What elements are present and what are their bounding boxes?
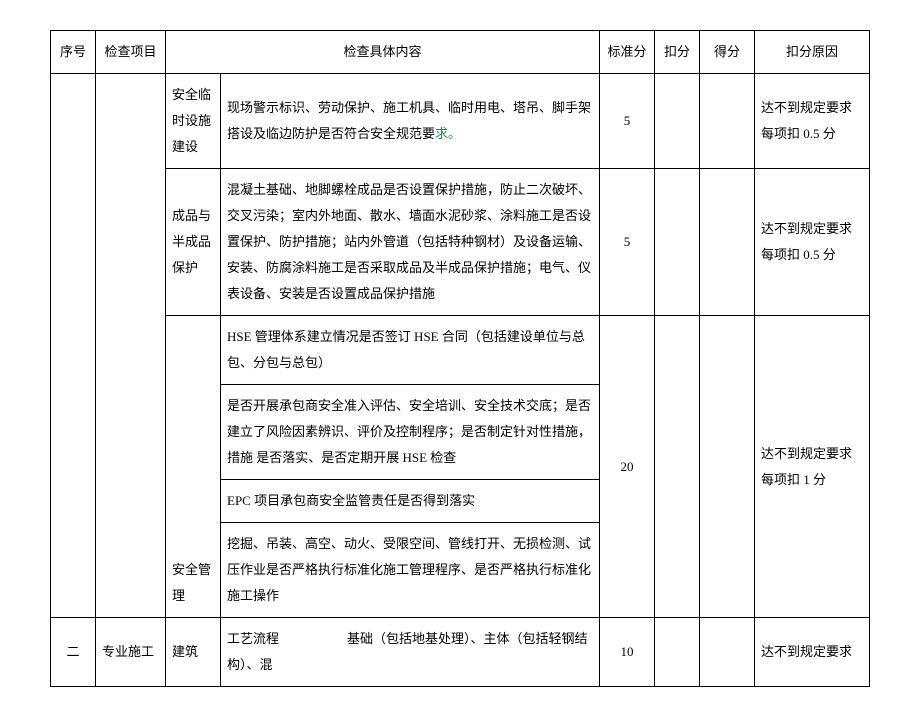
cell-sub-label: 建筑 [166,618,221,687]
table-row: 成品与半成品保护 混凝土基础、地脚螺栓成品是否设置保护措施，防止二次破坏、交叉污… [51,169,870,316]
cell-standard-score: 5 [600,169,655,316]
cell-standard-score: 20 [600,316,655,618]
cell-seq [51,74,96,618]
cell-content: 挖掘、吊装、高空、动火、受限空间、管线打开、无损检测、试压作业是否严格执行标准化… [221,523,600,618]
header-actual-score: 得分 [700,31,755,74]
cell-deduct [655,316,700,618]
cell-sub-label: 安全临时设施建设 [166,74,221,169]
cell-standard-score: 10 [600,618,655,687]
cell-item: 专业施工 [96,618,166,687]
cell-reason: 达不到规定要求每项扣 0.5 分 [755,169,870,316]
cell-seq: 二 [51,618,96,687]
cell-content: 是否开展承包商安全准入评估、安全培训、安全技术交底；是否建立了风险因素辨识、评价… [221,385,600,480]
table-row: 二 专业施工 建筑 工艺流程基础（包括地基处理）、主体（包括轻钢结构）、混 10… [51,618,870,687]
cell-content: EPC 项目承包商安全监管责任是否得到落实 [221,480,600,523]
header-seq: 序号 [51,31,96,74]
cell-reason: 达不到规定要求每项扣 0.5 分 [755,74,870,169]
cell-actual-score [700,316,755,618]
content-label: 工艺流程 [227,626,347,652]
cell-reason: 达不到规定要求每项扣 1 分 [755,316,870,618]
header-item: 检查项目 [96,31,166,74]
cell-deduct [655,74,700,169]
cell-deduct [655,618,700,687]
table-header-row: 序号 检查项目 检查具体内容 标准分 扣分 得分 扣分原因 [51,31,870,74]
cell-deduct [655,169,700,316]
content-text: 现场警示标识、劳动保护、施工机具、临时用电、塔吊、脚手架搭设及临边防护是否符合安… [227,100,591,141]
cell-content: 混凝土基础、地脚螺栓成品是否设置保护措施，防止二次破坏、交叉污染；室内外地面、散… [221,169,600,316]
inspection-table: 序号 检查项目 检查具体内容 标准分 扣分 得分 扣分原因 安全临时设施建设 现… [50,30,870,687]
cell-content: 工艺流程基础（包括地基处理）、主体（包括轻钢结构）、混 [221,618,600,687]
cell-sub-label: 安全管理 [166,316,221,618]
cell-sub-label: 成品与半成品保护 [166,169,221,316]
cell-content: 现场警示标识、劳动保护、施工机具、临时用电、塔吊、脚手架搭设及临边防护是否符合安… [221,74,600,169]
cell-actual-score [700,169,755,316]
header-standard-score: 标准分 [600,31,655,74]
cell-actual-score [700,618,755,687]
header-deduct: 扣分 [655,31,700,74]
cell-reason: 达不到规定要求 [755,618,870,687]
cell-content: HSE 管理体系建立情况是否签订 HSE 合同（包括建设单位与总包、分包与总包） [221,316,600,385]
content-green-text: 求。 [435,126,461,141]
table-row: 安全管理 HSE 管理体系建立情况是否签订 HSE 合同（包括建设单位与总包、分… [51,316,870,385]
cell-standard-score: 5 [600,74,655,169]
header-reason: 扣分原因 [755,31,870,74]
cell-actual-score [700,74,755,169]
cell-item [96,74,166,618]
table-row: 安全临时设施建设 现场警示标识、劳动保护、施工机具、临时用电、塔吊、脚手架搭设及… [51,74,870,169]
header-content: 检查具体内容 [166,31,600,74]
